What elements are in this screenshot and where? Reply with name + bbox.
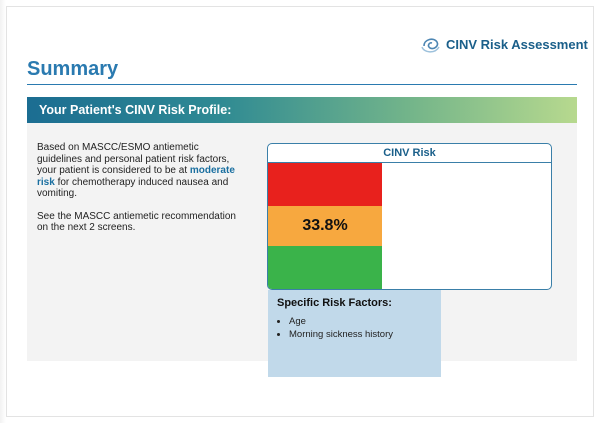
risk-summary-text: Based on MASCC/ESMO antiemetic guideline…: [37, 142, 242, 245]
left-shadow: [0, 0, 6, 423]
risk-factors-list: Age Morning sickness history: [277, 315, 432, 341]
risk-band-high: [268, 163, 382, 206]
summary-pre: Based on MASCC/ESMO antiemetic guideline…: [37, 142, 230, 176]
cinv-risk-gauge: CINV Risk 33.8%: [267, 143, 552, 290]
brand-header: CINV Risk Assessment: [420, 33, 588, 55]
cinv-risk-title: CINV Risk: [268, 144, 551, 163]
risk-band-low: [268, 246, 382, 289]
swirl-logo-icon: [421, 38, 440, 53]
summary-paragraph-2: See the MASCC antiemetic recommendation …: [37, 210, 236, 234]
brand-name: CINV Risk Assessment: [446, 36, 588, 52]
specific-risk-factors-panel: Specific Risk Factors: Age Morning sickn…: [268, 290, 441, 377]
title-divider: [27, 84, 577, 85]
page-title: Summary: [27, 58, 119, 80]
risk-band-moderate: 33.8%: [268, 206, 382, 246]
risk-factors-title: Specific Risk Factors:: [277, 297, 392, 309]
risk-percentage: 33.8%: [302, 217, 348, 234]
risk-bands: 33.8%: [268, 163, 382, 289]
section-header: Your Patient's CINV Risk Profile:: [27, 97, 577, 123]
risk-factor-item: Age: [289, 315, 432, 328]
summary-paragraph-1: Based on MASCC/ESMO antiemetic guideline…: [37, 142, 242, 200]
summary-post: for chemotherapy induced nausea and vomi…: [37, 176, 229, 200]
risk-factor-item: Morning sickness history: [289, 328, 432, 341]
risk-level-highlight: moderate risk: [37, 165, 235, 188]
